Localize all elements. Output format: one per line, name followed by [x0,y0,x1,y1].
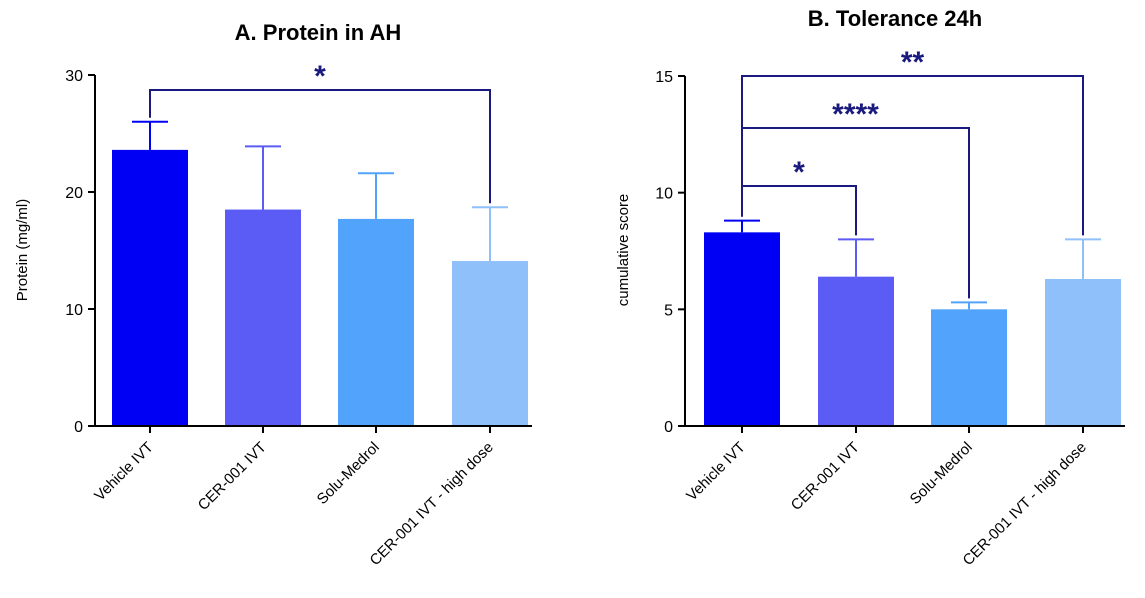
panel-b-y-tick-label: 10 [655,186,673,203]
panel-b-significance-label: * [793,156,805,189]
panel-a-y-tick-label: 20 [65,185,83,202]
panel-a-category-label: Solu-Medrol [314,439,383,508]
panel-a-category-label: Vehicle IVT [91,439,157,505]
panel-a-significance-label: * [314,60,326,93]
panel-b-significance-bracket [741,75,1084,236]
panel-a-title: A. Protein in AH [235,20,402,45]
panel-b-significance-label: ** [901,46,925,79]
panel-a-category-label: CER-001 IVT [195,439,270,514]
panel-b-y-axis-label: cumulative score [615,194,632,307]
panel-b-category-label: Solu-Medrol [907,439,976,508]
panel-a-y-tick-label: 10 [65,302,83,319]
panel-a-bar [112,149,188,426]
panel-a-y-axis-label: Protein (mg/ml) [14,199,31,302]
panel-b-bar [704,232,780,426]
panel-b-bar [818,276,894,426]
panel-b-title: B. Tolerance 24h [808,6,982,31]
panel-b-category-label: CER-001 IVT - high dose [959,439,1089,569]
panel-b-y-tick-label: 15 [655,69,673,86]
panel-a-category-label: CER-001 IVT - high dose [366,439,496,569]
panel-a-y-tick-label: 0 [74,419,83,436]
panel-b-y-tick-label: 0 [664,419,673,436]
panel-a-bar [338,218,414,426]
panel-b-category-label: CER-001 IVT [788,439,863,514]
panel-b-significance-bracket [741,185,857,236]
panel-a-y-tick-label: 30 [65,68,83,85]
panel-b-bar [931,309,1007,426]
panel-b-chart: B. Tolerance 24h cumulative score 0 5 10 15… [615,6,1125,569]
panel-a-significance-bracket [149,89,491,204]
panel-b-significance-label: **** [832,98,879,131]
panel-a-bar [225,209,301,426]
panel-b-y-tick-label: 5 [664,302,673,319]
panel-b-bar [1045,279,1121,426]
panel-a-chart: A. Protein in AH Protein (mg/ml) 0 10 20 30… [14,20,532,569]
panel-b-category-label: Vehicle IVT [683,439,749,505]
panel-a-bar [452,261,528,426]
